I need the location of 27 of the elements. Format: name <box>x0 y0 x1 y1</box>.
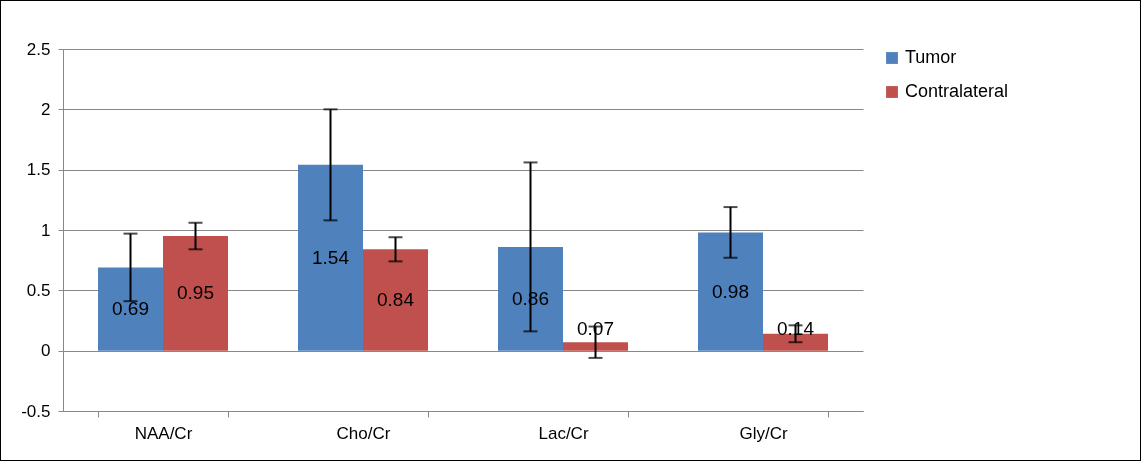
bar <box>698 232 763 351</box>
bar <box>298 164 363 351</box>
y-tick-label: 2.5 <box>26 39 51 59</box>
y-tick-label: 1.5 <box>26 160 51 180</box>
x-tick-label: Cho/Cr <box>336 423 391 443</box>
data-label: 0.84 <box>377 288 415 310</box>
data-label: 0.95 <box>177 282 214 304</box>
bar <box>98 267 163 351</box>
y-tick-label: 0 <box>41 341 51 361</box>
bar <box>763 333 828 351</box>
bar <box>498 246 563 351</box>
y-tick-label: 1 <box>41 220 51 240</box>
x-tick-label: Lac/Cr <box>538 423 589 443</box>
bar <box>563 342 628 351</box>
bar <box>363 249 428 351</box>
x-tick-label: NAA/Cr <box>134 423 193 443</box>
data-label: 0.07 <box>577 317 614 339</box>
x-tick-label: Gly/Cr <box>739 423 788 443</box>
y-tick-label: 2 <box>41 99 51 119</box>
bar <box>163 236 228 351</box>
y-tick-label: 0.5 <box>26 280 51 300</box>
legend-label: Tumor <box>905 47 957 67</box>
legend-label: Contralateral <box>905 81 1009 101</box>
data-label: 0.98 <box>712 280 749 302</box>
data-label: 0.69 <box>112 298 149 320</box>
data-label: 1.54 <box>312 246 350 268</box>
y-tick-label: -0.5 <box>21 401 51 421</box>
